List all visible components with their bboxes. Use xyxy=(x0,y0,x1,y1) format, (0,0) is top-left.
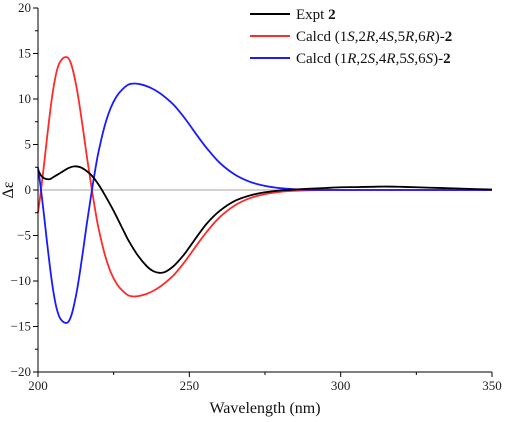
y-axis-title: Δε xyxy=(0,181,17,198)
series-line-calcd-1s2r4s5r6r xyxy=(37,56,492,298)
y-tick-label: −10 xyxy=(11,273,31,288)
y-tick-label: 10 xyxy=(18,91,31,106)
y-tick-label: 5 xyxy=(25,137,32,152)
series-line-expt xyxy=(37,165,493,274)
y-tick-label: 0 xyxy=(25,182,32,197)
y-tick-label: −15 xyxy=(11,319,31,334)
legend-item-calcd-1s2r4s5r6r-label: Calcd (1S,2R,4S,5R,6R)-2 xyxy=(296,29,452,45)
legend-item-expt-label: Expt 2 xyxy=(296,7,336,23)
y-tick-label: 15 xyxy=(18,46,31,61)
y-tick-label: 20 xyxy=(18,0,31,15)
x-tick-label: 300 xyxy=(331,378,351,393)
x-axis-title: Wavelength (nm) xyxy=(209,400,320,417)
y-tick-label: −20 xyxy=(11,364,31,379)
legend-item-calcd-1r2s4r5s6s-label: Calcd (1R,2S,4R,5S,6S)-2 xyxy=(296,51,451,67)
legend: Expt 2 Calcd (1S,2R,4S,5R,6R)-2 Calcd (1R,… xyxy=(250,7,452,67)
series-line-calcd-1r2s4r5s6s xyxy=(37,82,492,324)
x-tick-label: 350 xyxy=(482,378,502,393)
y-tick-label: −5 xyxy=(17,228,31,243)
x-tick-label: 200 xyxy=(28,378,48,393)
x-tick-label: 250 xyxy=(180,378,200,393)
